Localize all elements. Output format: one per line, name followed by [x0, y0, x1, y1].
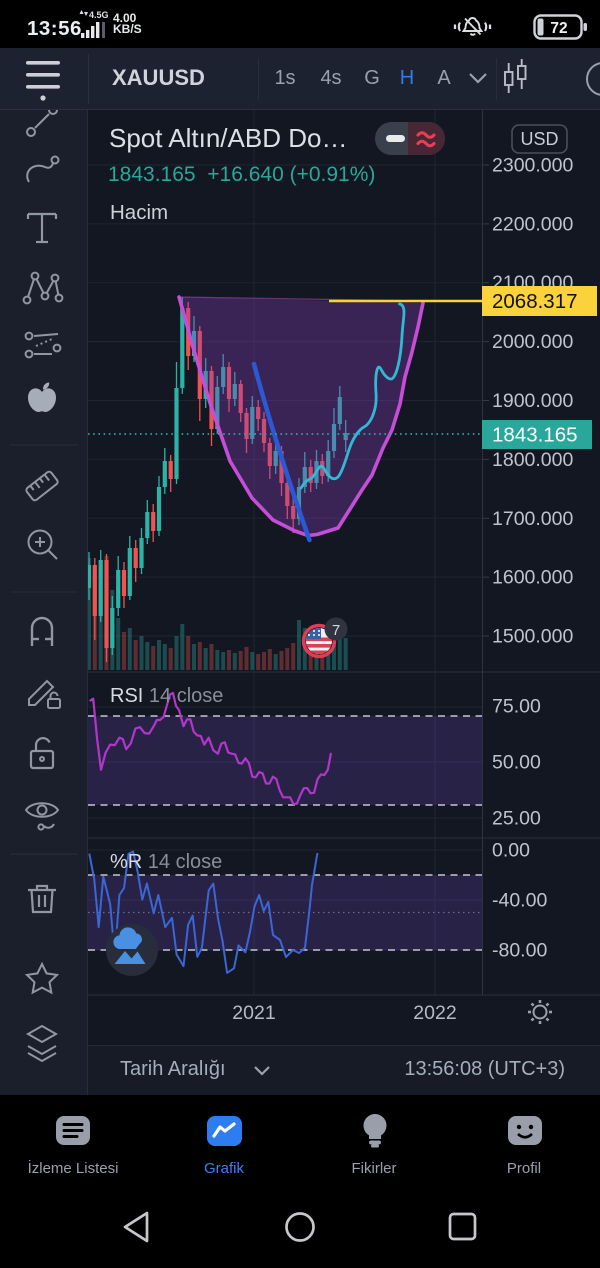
svg-text:2300.000: 2300.000: [492, 155, 573, 177]
svg-text:2022: 2022: [413, 1002, 456, 1024]
svg-text:1700.000: 1700.000: [492, 508, 573, 530]
svg-text:1s: 1s: [274, 67, 295, 89]
svg-text:USD: USD: [520, 129, 558, 149]
svg-text:4.5G: 4.5G: [89, 10, 109, 20]
svg-text:XAUUSD: XAUUSD: [112, 65, 205, 90]
svg-text:2068.317: 2068.317: [492, 290, 578, 313]
svg-text:75.00: 75.00: [492, 696, 541, 718]
svg-text:H: H: [400, 67, 414, 89]
svg-text:1843.165: 1843.165: [492, 424, 578, 447]
svg-text:72: 72: [550, 20, 567, 37]
svg-text:2021: 2021: [232, 1002, 275, 1024]
svg-text:1600.000: 1600.000: [492, 567, 573, 589]
svg-text:50.00: 50.00: [492, 752, 541, 774]
svg-text:1500.000: 1500.000: [492, 626, 573, 648]
svg-text:1900.000: 1900.000: [492, 390, 573, 412]
svg-text:0.00: 0.00: [492, 840, 530, 862]
svg-text:7: 7: [332, 622, 340, 639]
svg-text:A: A: [437, 67, 451, 89]
svg-text:1800.000: 1800.000: [492, 449, 573, 471]
svg-text:-40.00: -40.00: [492, 890, 547, 912]
svg-text:2200.000: 2200.000: [492, 213, 573, 235]
svg-text:-80.00: -80.00: [492, 940, 547, 962]
svg-text:25.00: 25.00: [492, 808, 541, 830]
svg-text:%R 14 close: %R 14 close: [110, 851, 222, 873]
svg-text:RSI 14 close: RSI 14 close: [110, 685, 223, 707]
svg-text:G: G: [364, 67, 380, 89]
svg-text:2000.000: 2000.000: [492, 331, 573, 353]
svg-text:4s: 4s: [320, 67, 341, 89]
